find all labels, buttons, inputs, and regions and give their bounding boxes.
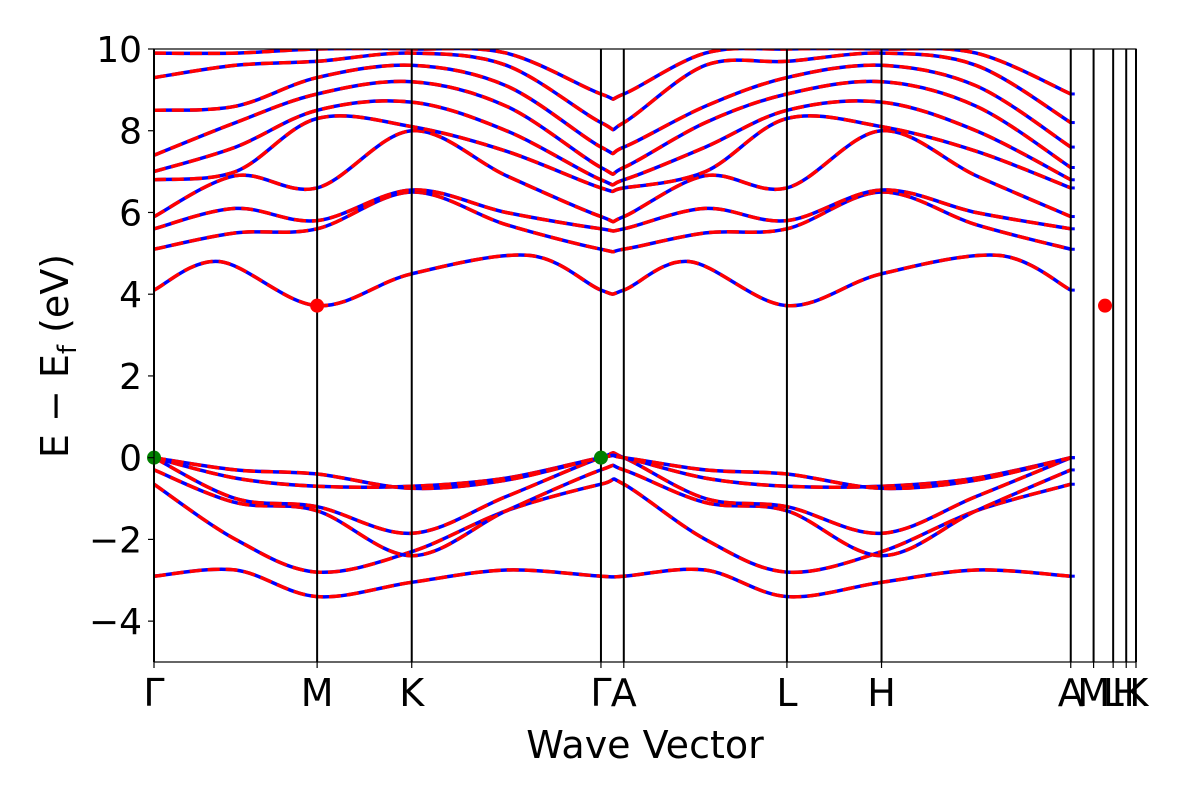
band-line-red-1	[154, 477, 1072, 575]
marker-3	[1098, 298, 1113, 313]
y-tick-label-2: 0	[119, 439, 142, 480]
band-lines-group	[154, 49, 1075, 599]
kpoint-label-1: M	[301, 671, 334, 715]
y-axis-label-sub: f	[53, 344, 83, 354]
band-line-blue-0	[154, 567, 1071, 599]
y-tick-label-1: −2	[89, 520, 142, 561]
band-line-red-13	[154, 63, 1072, 156]
kpoint-label-4: A	[611, 671, 637, 715]
kpoint-label-11: K	[1124, 671, 1150, 715]
band-line-red-5	[154, 453, 1072, 491]
band-line-red-9	[154, 128, 1072, 224]
kpoint-label-5: L	[776, 671, 797, 715]
y-tick-label-0: −4	[89, 602, 142, 643]
band-line-red-4	[154, 453, 1072, 490]
band-line-blue-13	[154, 63, 1072, 156]
marker-group	[147, 298, 1113, 465]
band-line-red-2	[154, 463, 1072, 558]
band-line-red-12	[154, 79, 1072, 176]
band-line-red-11	[154, 99, 1072, 187]
y-axis-label-main: E − E	[33, 354, 77, 458]
band-line-red-3	[154, 451, 1072, 536]
band-line-red-7	[154, 190, 1072, 254]
band-line-blue-1	[154, 477, 1072, 575]
y-tick-label-7: 10	[96, 30, 142, 71]
band-line-red-6	[154, 253, 1072, 308]
y-tick-label-4: 4	[119, 275, 142, 316]
band-line-blue-14	[154, 51, 1072, 132]
band-line-red-10	[154, 114, 1072, 194]
kpoint-label-2: K	[399, 671, 425, 715]
kpoint-label-0: Γ	[143, 671, 164, 715]
y-axis: −4 −2 0 2 4 6 8 10	[89, 30, 154, 643]
band-line-red-0	[154, 567, 1071, 599]
kpoint-separators	[153, 49, 1137, 662]
y-axis-label: E − Ef (eV)	[33, 254, 83, 458]
band-line-blue-8	[154, 188, 1072, 233]
y-tick-label-6: 8	[119, 112, 142, 153]
kpoint-label-9: L	[1103, 671, 1124, 715]
kpoint-label-8: M	[1077, 671, 1110, 715]
marker-1	[593, 450, 608, 465]
kpoint-label-10: H	[1112, 671, 1141, 715]
kpoint-label-3: Γ	[590, 671, 611, 715]
plot-frame	[153, 48, 1137, 663]
y-tick-label-5: 6	[119, 193, 142, 234]
kpoint-label-6: H	[867, 671, 896, 715]
x-axis-label: Wave Vector	[526, 723, 764, 767]
y-tick-label-3: 2	[119, 357, 142, 398]
kpoint-label-7: A	[1058, 671, 1084, 715]
band-line-red-8	[154, 188, 1072, 233]
y-axis-label-unit: (eV)	[33, 254, 77, 345]
marker-2	[310, 298, 325, 313]
